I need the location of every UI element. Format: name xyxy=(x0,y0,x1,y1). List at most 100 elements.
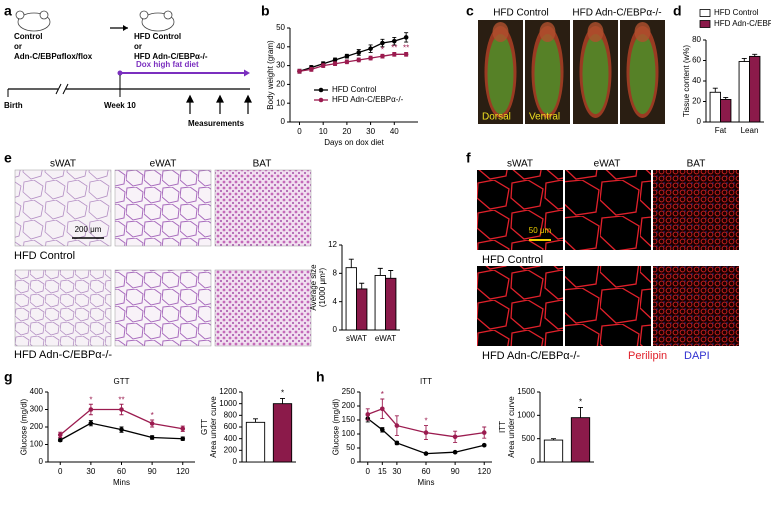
scan-fat xyxy=(629,34,656,114)
x-axis-label: Mins xyxy=(113,478,130,487)
y-tick-label: 0 xyxy=(531,457,536,466)
y-tick-label: 0 xyxy=(333,325,338,334)
y-tick-label: 400 xyxy=(224,434,238,443)
series-line xyxy=(299,36,407,72)
point xyxy=(403,52,409,57)
measurement-label: Measurements xyxy=(188,119,245,128)
point xyxy=(481,430,487,435)
point xyxy=(365,412,371,417)
y-tick-label: 600 xyxy=(224,422,238,431)
stain-label: Perilipin xyxy=(628,350,667,362)
measurement-arrows xyxy=(186,94,252,114)
point xyxy=(452,449,458,455)
y-tick-label: 60 xyxy=(692,56,701,65)
column-label: BAT xyxy=(687,159,706,170)
y-tick-label: 150 xyxy=(342,415,356,424)
histology-image xyxy=(114,269,212,347)
point xyxy=(332,61,338,67)
y-tick-label: 0 xyxy=(697,117,702,126)
point xyxy=(368,46,373,51)
x-tick-label: sWAT xyxy=(346,334,367,343)
y-tick-label: 0 xyxy=(351,457,356,466)
series-line xyxy=(367,418,485,455)
y-axis-label: Area under curve xyxy=(507,396,516,458)
scale-label: 50 μm xyxy=(529,226,552,235)
y-tick-label: 250 xyxy=(342,387,356,396)
significance: * xyxy=(89,395,92,404)
x-tick-label: 0 xyxy=(366,467,371,476)
timeline-break xyxy=(58,84,66,94)
genotype-text: or xyxy=(134,42,142,51)
bar xyxy=(385,277,397,331)
y-axis-label: Average size xyxy=(309,264,318,311)
scale-label: 200 μm xyxy=(75,225,102,234)
x-axis-label: Mins xyxy=(418,478,435,487)
y-axis-label: ITT xyxy=(498,421,507,433)
y-tick-label: 200 xyxy=(342,401,356,410)
genotype-text: Control xyxy=(14,32,42,41)
bar xyxy=(738,61,750,123)
error-bar xyxy=(377,267,383,276)
point xyxy=(297,68,302,74)
legend-label: HFD Control xyxy=(332,85,377,94)
y-tick-label: 300 xyxy=(30,405,44,414)
x-tick-label: 30 xyxy=(392,467,401,476)
x-tick-label: 10 xyxy=(319,127,328,136)
panel-letter: b xyxy=(261,3,270,19)
bar xyxy=(749,55,761,123)
x-tick-label: 0 xyxy=(58,467,63,476)
point xyxy=(380,53,385,59)
point xyxy=(481,442,487,448)
y-tick-label: 30 xyxy=(276,61,285,70)
panel-letter: f xyxy=(466,150,471,166)
bar xyxy=(272,403,293,463)
view-label: Ventral xyxy=(529,112,560,123)
y-tick-label: 4 xyxy=(333,297,338,306)
column-label: eWAT xyxy=(594,159,621,170)
point xyxy=(57,432,63,438)
y-tick-label: 1000 xyxy=(219,399,237,408)
point xyxy=(391,52,397,57)
bar xyxy=(374,275,386,331)
scan-head xyxy=(539,22,556,42)
panel-letter: a xyxy=(4,3,12,19)
group-label: HFD Adn-C/EBPα-/- xyxy=(572,8,661,19)
point xyxy=(356,50,362,55)
y-tick-label: 1000 xyxy=(517,410,535,419)
y-tick-label: 10 xyxy=(276,98,285,107)
diet-start xyxy=(117,70,123,76)
y-axis-label: Body weight (gram) xyxy=(266,40,275,110)
histology-image xyxy=(214,269,312,347)
scan-head xyxy=(492,22,509,42)
arrow-head xyxy=(123,25,128,31)
significance: * xyxy=(424,417,427,426)
panel-letter: e xyxy=(4,150,12,166)
y-tick-label: 100 xyxy=(30,440,44,449)
legend-marker xyxy=(318,87,324,93)
significance: ** xyxy=(118,395,124,404)
error-bar xyxy=(741,58,747,62)
bar xyxy=(543,439,564,463)
y-tick-label: 80 xyxy=(692,35,701,44)
legend-swatch xyxy=(699,9,711,17)
column-label: eWAT xyxy=(150,159,177,170)
point xyxy=(119,427,124,432)
error-bar xyxy=(578,406,583,418)
x-tick-label: 90 xyxy=(451,467,460,476)
row-label: HFD Adn-C/EBPα-/- xyxy=(482,350,580,362)
y-axis-label: (1000 μm²) xyxy=(318,268,327,308)
point xyxy=(380,406,385,412)
significance: * xyxy=(381,45,384,54)
y-axis-label: Glucose (mg/dl) xyxy=(20,398,29,455)
x-tick-label: 60 xyxy=(117,467,126,476)
error-bar xyxy=(712,87,718,93)
point xyxy=(423,451,429,456)
y-tick-label: 200 xyxy=(224,445,238,454)
error-bar xyxy=(388,270,394,279)
point xyxy=(452,434,458,440)
stain-image xyxy=(653,170,739,250)
point xyxy=(149,435,155,440)
y-tick-label: 8 xyxy=(333,268,338,277)
stain-image xyxy=(565,266,651,346)
